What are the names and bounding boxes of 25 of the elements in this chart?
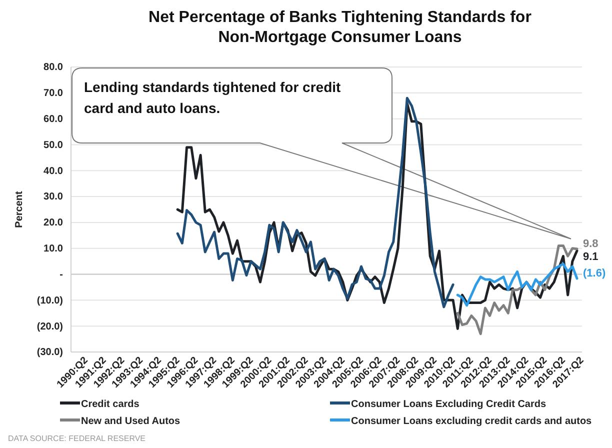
- legend-label: New and Used Autos: [81, 416, 181, 427]
- source-note: DATA SOURCE: FEDERAL RESERVE: [8, 434, 146, 443]
- legend-label: Consumer Loans excluding credit cards and autos: [351, 416, 592, 427]
- y-tick-label: -: [60, 269, 63, 280]
- line-series: [176, 96, 454, 308]
- y-tick-label: (30.0): [36, 347, 63, 358]
- y-tick-label: 10.0: [44, 244, 64, 255]
- y-tick-label: 30.0: [44, 192, 64, 203]
- y-tick-label: 50.0: [44, 140, 64, 151]
- y-tick-label: 60.0: [44, 114, 64, 126]
- y-tick-label: 80.0: [44, 62, 64, 74]
- legend-label: Credit cards: [81, 399, 140, 410]
- y-tick-label: (10.0): [36, 295, 63, 306]
- y-tick-label: 70.0: [44, 88, 64, 100]
- line-series: [456, 262, 578, 307]
- y-axis-title: Percent: [14, 190, 25, 228]
- annotation: Lending standards tightened for credit card and auto loans.: [84, 79, 342, 116]
- y-tick-label: (20.0): [36, 321, 63, 332]
- legend-label: Consumer Loans Excluding Credit Cards: [351, 399, 546, 410]
- y-tick-label: 40.0: [44, 166, 64, 177]
- data-label: 9.1: [583, 250, 598, 263]
- y-tick-label: 20.0: [44, 218, 64, 229]
- chart-title: Net Percentage of Banks Tightening Standards for Non-Mortgage Consumer Loans: [148, 9, 532, 46]
- data-label: 9.8: [583, 238, 598, 250]
- data-label: (1.6): [583, 267, 606, 280]
